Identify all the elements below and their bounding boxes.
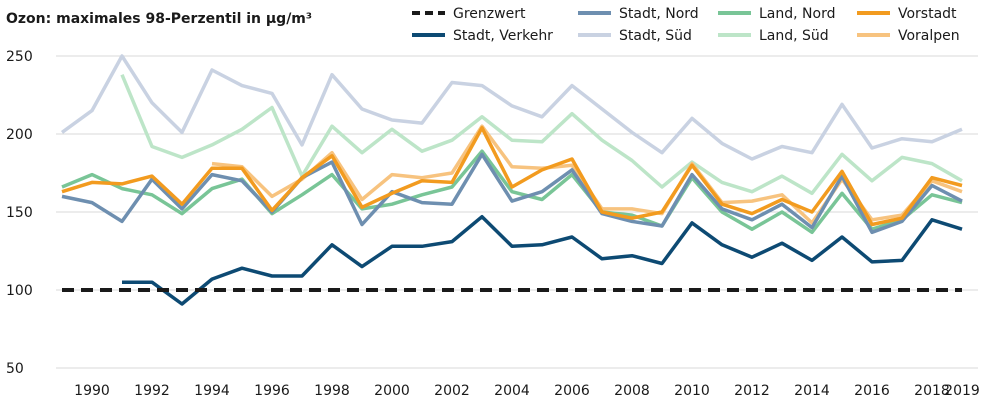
- x-tick-label: 2006: [554, 383, 590, 399]
- legend: Grenzwert Stadt, Verkehr Stadt, Nord Stadt,…: [412, 6, 960, 44]
- x-tick-label: 2008: [614, 383, 650, 399]
- y-tick-label: 250: [6, 49, 33, 65]
- legend-label: Land, Süd: [759, 28, 829, 44]
- legend-label: Stadt, Verkehr: [453, 28, 553, 44]
- x-tick-label: 2010: [674, 383, 710, 399]
- y-tick-label: 50: [6, 361, 24, 377]
- y-tick-label: 100: [6, 283, 33, 299]
- legend-label: Grenzwert: [453, 6, 526, 22]
- series-line-vorstadt: [61, 126, 963, 227]
- legend-label: Stadt, Süd: [619, 28, 692, 44]
- x-tick-label: 1998: [314, 383, 350, 399]
- x-tick-label: 2016: [854, 383, 890, 399]
- legend-label: Land, Nord: [759, 6, 835, 22]
- x-tick-label: 2012: [734, 383, 770, 399]
- series-line-land-nord: [61, 149, 963, 235]
- y-tick-label: 200: [6, 127, 33, 143]
- x-tick-label: 1992: [134, 383, 170, 399]
- x-tick-label: 2002: [434, 383, 470, 399]
- x-tick-label: 1996: [254, 383, 290, 399]
- series-line-stadt-süd: [60, 54, 963, 161]
- x-axis: 1990 1992 1994 1996 1998 2000 2002 2004 2006 2008…: [74, 383, 980, 399]
- x-tick-label: 2018: [914, 383, 950, 399]
- x-tick-label: 1990: [74, 383, 110, 399]
- legend-label: Vorstadt: [898, 6, 957, 22]
- x-tick-label: 2019: [944, 383, 980, 399]
- x-tick-label: 2014: [794, 383, 830, 399]
- x-tick-label: 2004: [494, 383, 530, 399]
- legend-label: Stadt, Nord: [619, 6, 699, 22]
- series-line-stadt-verkehr: [122, 214, 963, 306]
- x-tick-label: 2000: [374, 383, 410, 399]
- y-axis: 50 100 150 200 250: [6, 49, 33, 377]
- y-tick-label: 150: [6, 205, 33, 221]
- chart-title: Ozon: maximales 98-Perzentil in µg/m³: [6, 11, 312, 27]
- series-line-stadt-nord: [61, 152, 963, 235]
- x-tick-label: 1994: [194, 383, 230, 399]
- series-lines: [60, 54, 963, 306]
- series-line-land-süd: [120, 74, 963, 196]
- legend-label: Voralpen: [898, 28, 960, 44]
